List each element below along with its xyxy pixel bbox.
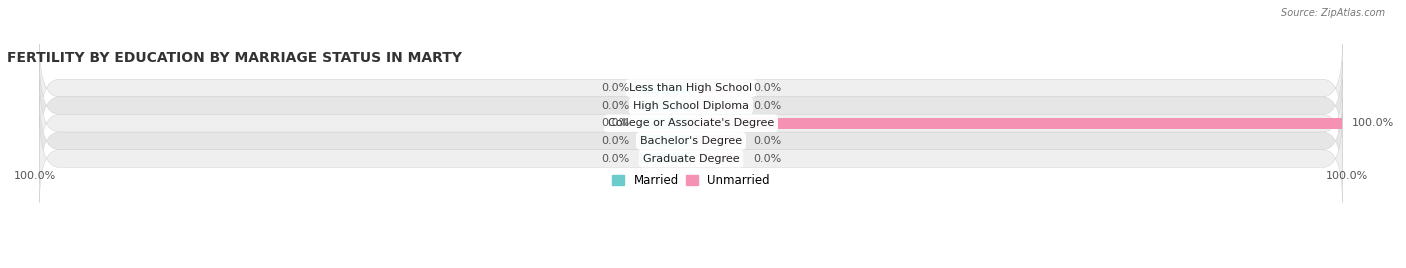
- Text: 0.0%: 0.0%: [600, 136, 628, 146]
- Text: 0.0%: 0.0%: [600, 118, 628, 128]
- Text: 100.0%: 100.0%: [1353, 118, 1395, 128]
- Text: High School Diploma: High School Diploma: [633, 101, 749, 111]
- Bar: [690, 118, 1343, 129]
- Text: Graduate Degree: Graduate Degree: [643, 154, 740, 163]
- Bar: [690, 135, 742, 146]
- FancyBboxPatch shape: [39, 62, 1343, 150]
- Bar: [690, 153, 742, 164]
- Bar: [638, 100, 690, 111]
- Text: FERTILITY BY EDUCATION BY MARRIAGE STATUS IN MARTY: FERTILITY BY EDUCATION BY MARRIAGE STATU…: [7, 51, 463, 65]
- Bar: [638, 118, 690, 129]
- Bar: [690, 83, 742, 94]
- FancyBboxPatch shape: [39, 44, 1343, 132]
- Bar: [638, 153, 690, 164]
- Text: 0.0%: 0.0%: [600, 154, 628, 163]
- Text: 0.0%: 0.0%: [600, 101, 628, 111]
- Text: 0.0%: 0.0%: [752, 101, 782, 111]
- FancyBboxPatch shape: [39, 114, 1343, 203]
- Text: 0.0%: 0.0%: [600, 83, 628, 93]
- Text: 100.0%: 100.0%: [1326, 171, 1368, 181]
- FancyBboxPatch shape: [39, 79, 1343, 167]
- Text: 0.0%: 0.0%: [752, 154, 782, 163]
- Bar: [690, 100, 742, 111]
- Bar: [638, 135, 690, 146]
- Text: 0.0%: 0.0%: [752, 83, 782, 93]
- Text: 100.0%: 100.0%: [14, 171, 56, 181]
- FancyBboxPatch shape: [39, 97, 1343, 185]
- Legend: Married, Unmarried: Married, Unmarried: [607, 169, 775, 192]
- Text: 0.0%: 0.0%: [752, 136, 782, 146]
- Bar: [638, 83, 690, 94]
- Text: Source: ZipAtlas.com: Source: ZipAtlas.com: [1281, 8, 1385, 18]
- Text: College or Associate's Degree: College or Associate's Degree: [607, 118, 775, 128]
- Text: Less than High School: Less than High School: [630, 83, 752, 93]
- Text: Bachelor's Degree: Bachelor's Degree: [640, 136, 742, 146]
